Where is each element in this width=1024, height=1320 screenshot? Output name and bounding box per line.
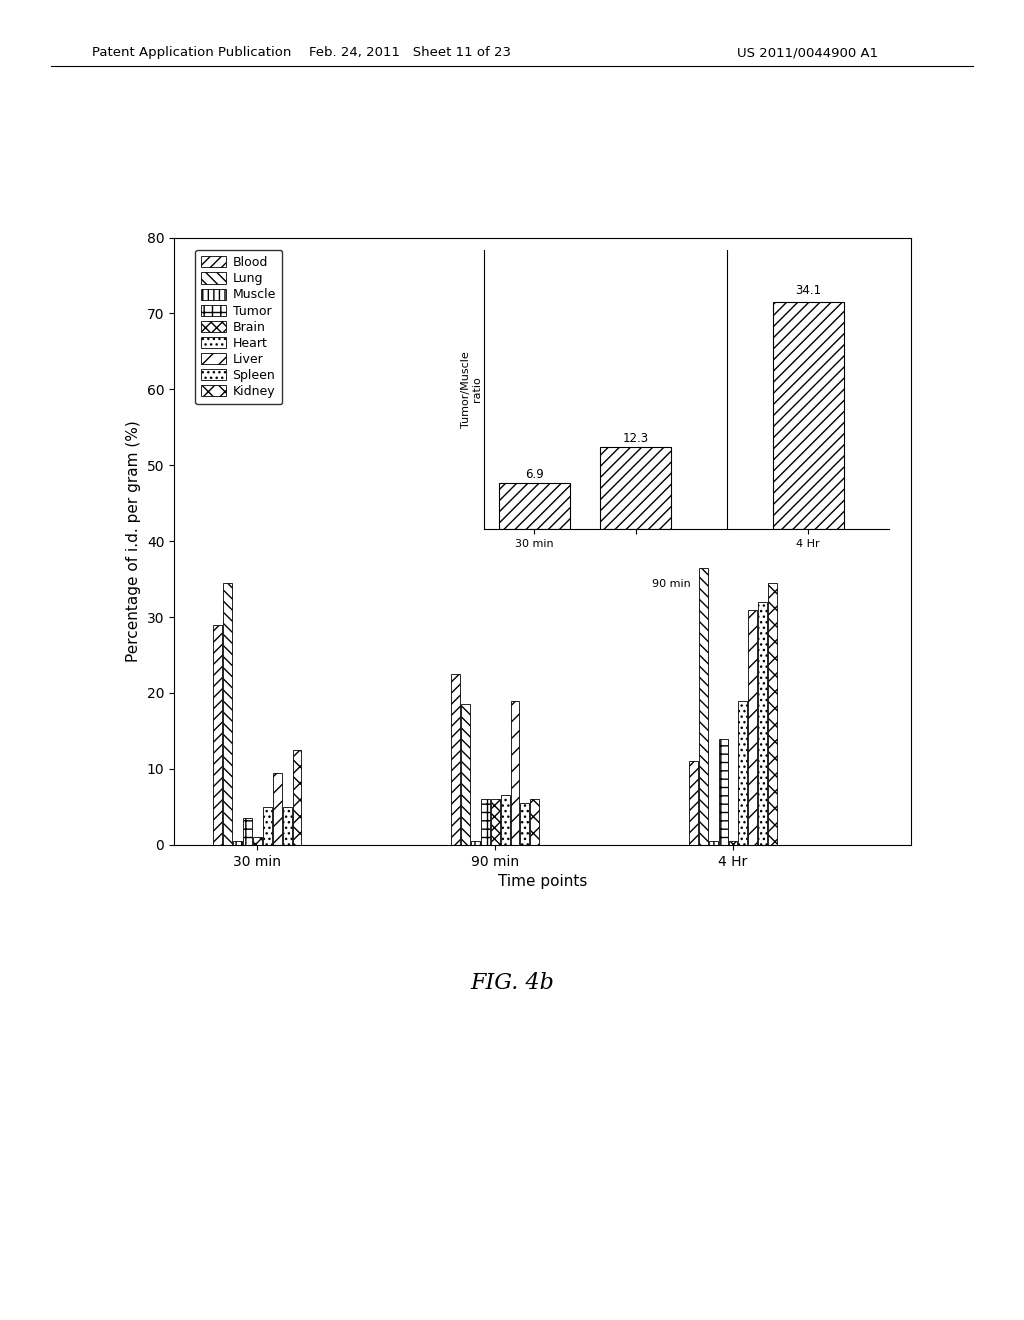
Bar (768, 583, 777, 845)
Legend: Blood, Lung, Muscle, Tumor, Brain, Heart, Liver, Spleen, Kidney: Blood, Lung, Muscle, Tumor, Brain, Heart… (196, 249, 283, 404)
Bar (243, 818, 252, 845)
X-axis label: Time points: Time points (498, 874, 588, 890)
Bar (689, 762, 697, 845)
Bar (233, 841, 242, 845)
Bar (709, 841, 718, 845)
Bar (698, 568, 708, 845)
Bar (213, 624, 222, 845)
Bar (253, 837, 262, 845)
Bar (728, 841, 737, 845)
Bar (719, 739, 727, 845)
Bar (749, 610, 758, 845)
Bar (530, 799, 540, 845)
Text: US 2011/0044900 A1: US 2011/0044900 A1 (737, 46, 879, 59)
Bar (511, 701, 519, 845)
Bar (471, 841, 480, 845)
Bar (461, 705, 470, 845)
Bar (263, 807, 271, 845)
Bar (223, 583, 232, 845)
Bar (738, 701, 748, 845)
Bar (520, 803, 529, 845)
Text: FIG. 4b: FIG. 4b (470, 973, 554, 994)
Bar (758, 602, 767, 845)
Bar (272, 772, 282, 845)
Bar (501, 796, 510, 845)
Bar (283, 807, 292, 845)
Text: Feb. 24, 2011   Sheet 11 of 23: Feb. 24, 2011 Sheet 11 of 23 (308, 46, 511, 59)
Y-axis label: Percentage of i.d. per gram (%): Percentage of i.d. per gram (%) (126, 420, 141, 663)
Bar (293, 750, 301, 845)
Text: Patent Application Publication: Patent Application Publication (92, 46, 292, 59)
Bar (490, 799, 500, 845)
Bar (451, 675, 460, 845)
Bar (481, 799, 489, 845)
